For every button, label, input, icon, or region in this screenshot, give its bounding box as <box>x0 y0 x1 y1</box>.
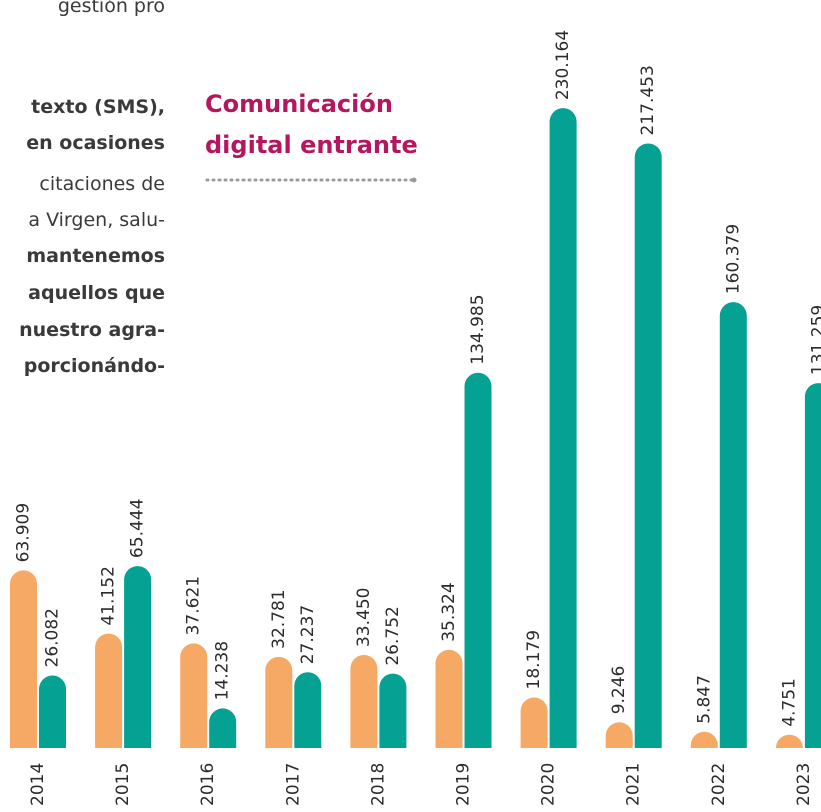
x-tick-label: 2021 <box>624 763 644 806</box>
bar <box>350 655 378 748</box>
text-line: citaciones de <box>39 173 165 195</box>
x-tick-label: 2022 <box>709 763 729 806</box>
bar <box>719 302 747 748</box>
value-label: 160.379 <box>723 224 743 294</box>
value-label: 134.985 <box>468 294 488 364</box>
bars: 63.909 26.082 2014 41.152 65.444 2015 37.621 14… <box>10 30 821 806</box>
value-label: 14.238 <box>213 641 233 700</box>
text-line: porcionándo- <box>24 355 165 377</box>
value-label: 35.324 <box>439 582 459 641</box>
text-line: texto (SMS), <box>31 96 165 118</box>
value-label: 217.453 <box>638 65 658 135</box>
bar <box>124 566 152 748</box>
title-rule-end <box>411 177 417 183</box>
text-line: en ocasiones <box>26 132 165 154</box>
value-label: 230.164 <box>553 30 573 100</box>
value-label: 65.444 <box>128 499 148 558</box>
bar <box>690 731 718 748</box>
x-tick-label: 2023 <box>794 763 814 806</box>
value-label: 18.179 <box>524 630 544 689</box>
x-tick-label: 2019 <box>454 763 474 806</box>
x-tick-label: 2020 <box>539 763 559 806</box>
value-label: 32.781 <box>269 589 289 648</box>
bar <box>464 372 492 748</box>
body-text: gestión pro texto (SMS), en ocasiones citac… <box>19 0 165 377</box>
bar <box>520 697 548 748</box>
value-label: 5.847 <box>694 675 714 724</box>
bar <box>435 649 463 748</box>
bar <box>265 656 293 748</box>
bar <box>39 675 66 748</box>
value-label: 63.909 <box>14 503 34 562</box>
value-label: 9.246 <box>609 666 629 715</box>
bar <box>804 383 821 748</box>
bar <box>605 722 633 748</box>
x-tick-label: 2016 <box>198 763 218 806</box>
x-tick-label: 2018 <box>368 763 388 806</box>
x-tick-label: 2014 <box>28 763 48 806</box>
bar <box>209 708 237 748</box>
bar <box>294 672 322 748</box>
value-label: 26.752 <box>383 606 403 665</box>
value-label: 26.082 <box>43 608 63 667</box>
bar <box>775 734 803 748</box>
bar <box>10 570 37 748</box>
chart-title: Comunicación <box>205 90 393 118</box>
value-label: 41.152 <box>99 566 119 625</box>
bar <box>95 633 123 748</box>
bar <box>180 643 208 748</box>
text-line: mantenemos <box>26 245 165 267</box>
value-label: 4.751 <box>779 678 799 727</box>
chart-title: digital entrante <box>205 131 418 159</box>
text-line: nuestro agra- <box>19 319 165 341</box>
value-label: 27.237 <box>298 605 318 664</box>
value-label: 37.621 <box>184 576 204 635</box>
text-line: aquellos que <box>28 282 165 304</box>
text-line: a Virgen, salu- <box>28 209 165 231</box>
text-line: gestión pro <box>58 0 165 17</box>
bar <box>379 673 407 748</box>
x-tick-label: 2015 <box>113 763 133 806</box>
bar <box>634 143 662 749</box>
bar <box>549 108 577 748</box>
value-label: 131.259 <box>808 305 821 375</box>
value-label: 33.450 <box>354 588 374 647</box>
x-tick-label: 2017 <box>283 763 303 806</box>
